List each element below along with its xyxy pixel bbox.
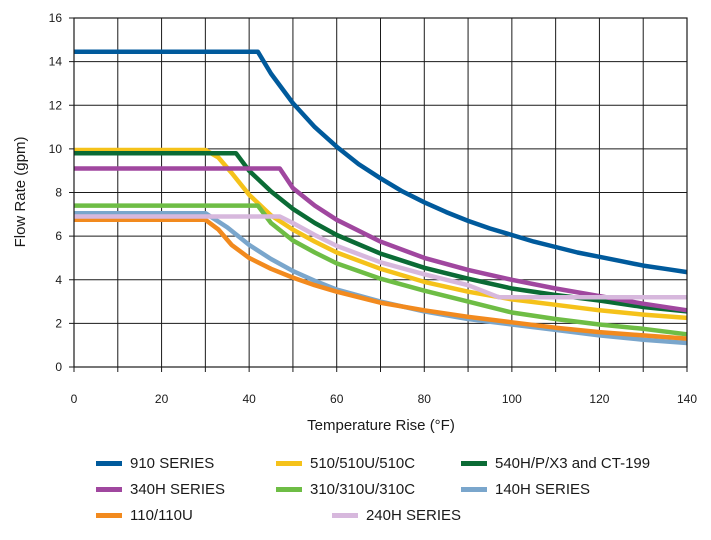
legend-label: 310/310U/310C (310, 480, 416, 498)
y-tick-label: 10 (49, 142, 63, 156)
series-line-6 (74, 217, 688, 341)
line-chart: 0 20 40 60 80 100 120 140 0 2 4 6 8 10 12 14 16 Temperat… (12, 11, 698, 434)
x-tick-label: 100 (502, 392, 522, 406)
legend-item: 140H SERIES (461, 480, 696, 498)
plot-grid (74, 18, 687, 367)
legend-label: 110/110U (130, 506, 193, 524)
legend-swatch (461, 460, 487, 466)
legend-item: 510/510U/510C (276, 454, 461, 472)
x-tick-label: 80 (418, 392, 432, 406)
y-axis-label: Flow Rate (gpm) (12, 137, 29, 248)
y-tick-label: 8 (55, 186, 62, 200)
x-tick-label: 40 (242, 392, 256, 406)
y-tick-label: 4 (55, 273, 62, 287)
legend-item: 240H SERIES (332, 506, 461, 524)
legend-label: 140H SERIES (495, 480, 591, 498)
tick-labels: 0 20 40 60 80 100 120 140 0 2 4 6 8 10 12 14 16 (49, 11, 698, 406)
legend-item: 110/110U (96, 506, 276, 524)
x-tick-label: 20 (155, 392, 169, 406)
series-line-0 (74, 49, 688, 275)
legend-swatch (461, 486, 487, 492)
legend-label: 340H SERIES (130, 480, 226, 498)
plot-frame (69, 17, 688, 372)
y-tick-label: 16 (49, 11, 63, 25)
legend-label: 240H SERIES (365, 506, 461, 524)
legend-swatch (96, 512, 122, 518)
legend-item: 310/310U/310C (276, 480, 461, 498)
series-line-7 (74, 214, 687, 300)
x-tick-label: 0 (71, 392, 78, 406)
y-tick-label: 2 (55, 316, 62, 330)
y-tick-label: 0 (55, 360, 62, 374)
legend-swatch (276, 486, 302, 492)
chart-legend: 910 SERIES 510/510U/510C 540H/P/X3 and CT-… (96, 454, 696, 524)
legend-item: 340H SERIES (96, 480, 276, 498)
legend-label: 910 SERIES (130, 454, 215, 472)
legend-swatch (332, 512, 358, 518)
legend-swatch (96, 460, 122, 466)
series-line-4 (74, 203, 688, 337)
x-tick-label: 60 (330, 392, 344, 406)
legend-item: 540H/P/X3 and CT-199 (461, 454, 696, 472)
legend-swatch (276, 460, 302, 466)
legend-label: 540H/P/X3 and CT-199 (495, 454, 651, 472)
legend-item: 910 SERIES (96, 454, 276, 472)
y-tick-label: 6 (55, 229, 62, 243)
series-lines (74, 49, 688, 346)
x-tick-label: 120 (589, 392, 609, 406)
legend-label: 510/510U/510C (310, 454, 416, 472)
x-axis-label: Temperature Rise (°F) (307, 417, 455, 434)
y-tick-label: 12 (49, 98, 63, 112)
x-tick-label: 140 (677, 392, 697, 406)
legend-swatch (96, 486, 122, 492)
y-tick-label: 14 (49, 55, 63, 69)
